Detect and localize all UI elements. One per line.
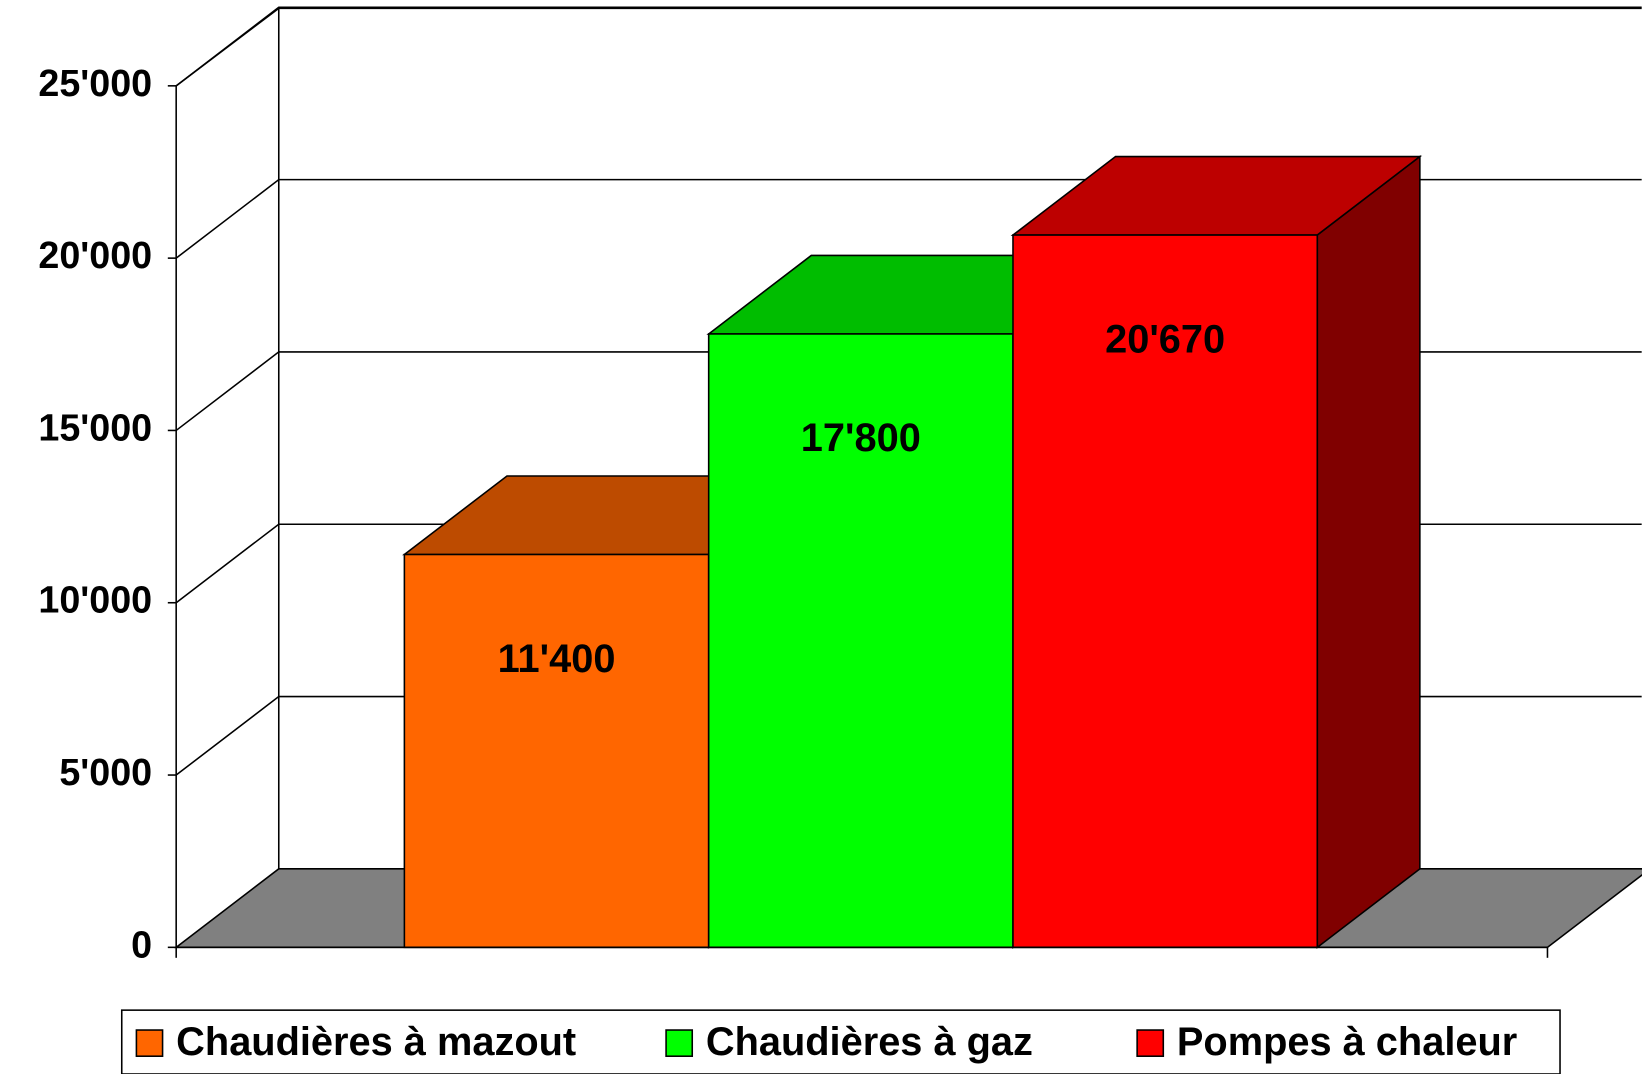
y-tick-label: 10'000 [38, 579, 152, 621]
bars [402, 154, 1423, 949]
legend-label: Chaudières à gaz [706, 1020, 1033, 1064]
data-label: 20'670 [1105, 317, 1225, 361]
legend-box [120, 1009, 1561, 1074]
labels: 0 5'000 10'000 15'000 20'000 25'000 11'400 17'8… [38, 62, 1225, 966]
grid-line [175, 6, 1642, 87]
bar [403, 553, 710, 949]
y-tick-label: 25'000 [38, 62, 152, 104]
legend: Chaudières à mazout Chaudières à gaz Pompe… [135, 1020, 1517, 1064]
legend-swatch [135, 1029, 164, 1057]
y-tick-label: 15'000 [38, 406, 152, 448]
legend-swatch [665, 1029, 694, 1057]
data-label: 11'400 [498, 637, 616, 681]
y-tick-label: 0 [131, 923, 152, 965]
legend-label: Chaudières à mazout [176, 1020, 576, 1064]
bar [1012, 234, 1319, 949]
bar-side [1316, 154, 1421, 949]
y-tick-label: 20'000 [38, 234, 152, 276]
data-label: 17'800 [801, 416, 921, 460]
legend-label: Pompes à chaleur [1177, 1020, 1517, 1064]
grid-line [175, 178, 1642, 259]
legend-swatch [1136, 1029, 1165, 1057]
y-tick-label: 5'000 [59, 751, 152, 793]
